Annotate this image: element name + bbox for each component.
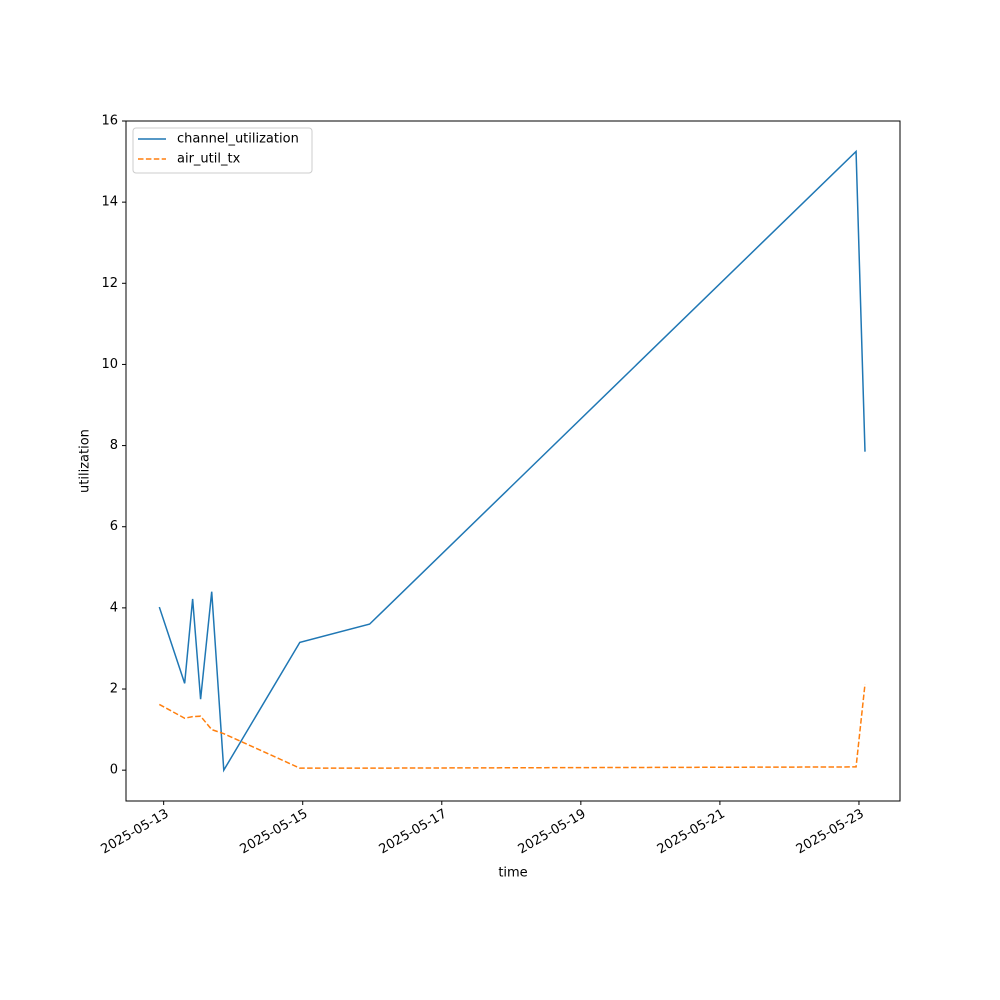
x-axis-label: time [498,866,527,881]
x-tick-label: 2025-05-19 [516,807,589,858]
legend-label: channel_utilization [177,132,299,147]
x-tick-label: 2025-05-17 [377,807,450,858]
y-tick-label: 10 [101,357,118,372]
x-tick-label: 2025-05-15 [238,807,311,858]
y-tick-label: 4 [110,600,118,615]
x-tick-label: 2025-05-21 [655,807,728,858]
legend: channel_utilization air_util_tx [132,127,313,174]
y-tick-label: 12 [101,276,118,291]
x-tick-label: 2025-05-13 [98,807,171,858]
y-tick-label: 0 [110,763,118,778]
series-line [158,149,866,773]
y-tick-label: 14 [101,195,118,210]
series-line [158,684,866,769]
y-tick-label: 8 [110,438,118,453]
x-tick-label: 2025-05-23 [794,807,867,858]
legend-label: air_util_tx [177,152,241,167]
y-axis-label: utilization [78,429,93,493]
y-tick-label: 2 [110,682,118,697]
legend-box [132,127,313,174]
y-tick-label: 16 [101,114,118,129]
plot-frame [125,120,901,802]
y-tick-label: 6 [110,519,118,534]
